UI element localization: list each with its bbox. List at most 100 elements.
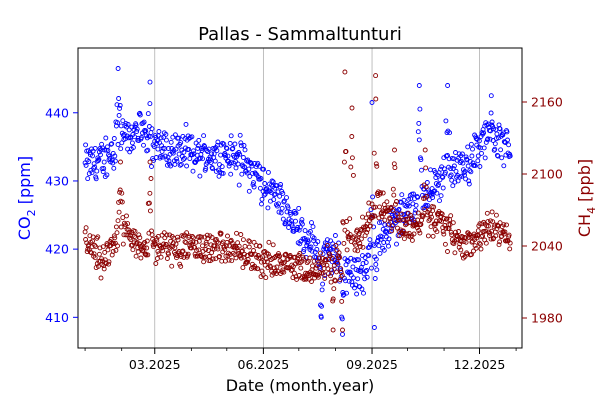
- co2-point: [183, 121, 189, 127]
- co2-point: [134, 129, 140, 134]
- ch4-point: [141, 245, 147, 251]
- ch4-point: [126, 227, 132, 233]
- ch4-point: [144, 238, 150, 244]
- co2-point: [296, 205, 302, 211]
- co2-point: [108, 141, 114, 147]
- co2-point: [195, 143, 201, 149]
- ch4-point: [262, 262, 268, 268]
- co2-point: [143, 128, 149, 134]
- ch4-point: [382, 217, 388, 223]
- ch4-point: [131, 240, 137, 246]
- ch4-point: [483, 228, 489, 234]
- co2-point: [197, 173, 203, 179]
- co2-point: [240, 155, 246, 160]
- co2-point: [363, 268, 369, 274]
- ch4-point: [361, 224, 366, 230]
- co2-point: [373, 256, 379, 262]
- ch4-point: [209, 234, 215, 240]
- ch4-point: [489, 209, 495, 215]
- ch4-point: [238, 255, 244, 261]
- ch4-point: [251, 248, 256, 253]
- co2-point: [320, 251, 326, 257]
- co2-point: [145, 111, 151, 117]
- y-left-tick-label: 430: [45, 173, 69, 188]
- ch4-point: [424, 212, 430, 218]
- co2-point: [284, 195, 289, 201]
- co2-point: [265, 169, 271, 175]
- co2-point: [356, 257, 362, 263]
- ch4-point: [403, 222, 408, 228]
- ch4-point: [175, 237, 181, 243]
- co2-point: [366, 253, 372, 259]
- co2-point: [420, 192, 425, 198]
- co2-point: [399, 192, 405, 198]
- co2-point: [158, 154, 163, 159]
- co2-point: [406, 203, 412, 209]
- co2-point: [369, 265, 374, 271]
- co2-point: [377, 250, 383, 256]
- ch4-point: [253, 252, 259, 258]
- ch4-point: [377, 204, 382, 210]
- ch4-point: [493, 212, 499, 218]
- ch4-point: [116, 209, 122, 215]
- ch4-point: [300, 254, 306, 260]
- ch4-point: [343, 149, 349, 154]
- co2-point: [301, 246, 307, 252]
- co2-point: [396, 206, 402, 212]
- ch4-point: [341, 240, 347, 246]
- co2-point: [355, 276, 361, 282]
- co2-point: [469, 153, 475, 159]
- ch4-point: [82, 229, 88, 235]
- ch4-point: [341, 159, 347, 165]
- ch4-point: [330, 296, 336, 302]
- ch4-point: [216, 254, 222, 260]
- co2-point: [350, 275, 356, 281]
- ch4-point: [112, 235, 118, 241]
- ch4-point: [366, 200, 372, 206]
- co2-point: [378, 236, 384, 242]
- co2-point: [115, 142, 121, 147]
- co2-point: [137, 112, 143, 118]
- co2-point: [219, 164, 225, 170]
- ch4-point: [281, 259, 287, 265]
- ch4-point: [270, 242, 276, 248]
- co2-point: [364, 267, 370, 273]
- ch4-point: [473, 245, 479, 251]
- ch4-point: [474, 235, 480, 241]
- ch4-point: [483, 240, 489, 246]
- ch4-point: [349, 134, 355, 139]
- co2-point: [125, 121, 131, 127]
- ch4-point: [313, 265, 319, 271]
- ch4-point: [323, 257, 329, 263]
- ch4-point: [474, 233, 480, 238]
- co2-point: [446, 156, 452, 162]
- co2-point: [241, 143, 247, 148]
- co2-point: [230, 145, 236, 151]
- co2-point: [450, 166, 456, 172]
- ch4-point: [145, 252, 151, 258]
- ch4-point: [373, 96, 379, 102]
- co2-point: [278, 182, 284, 187]
- ch4-point: [242, 251, 247, 257]
- co2-point: [237, 151, 243, 157]
- co2-point: [85, 176, 91, 182]
- co2-point: [92, 145, 98, 151]
- co2-point: [210, 166, 216, 172]
- ch4-point: [203, 247, 209, 252]
- co2-point: [485, 136, 491, 142]
- ch4-point: [347, 216, 353, 222]
- co2-point: [329, 270, 335, 276]
- ch4-point: [507, 240, 513, 246]
- y-left-tick-label: 420: [45, 242, 69, 257]
- co2-point: [223, 145, 229, 151]
- co2-point: [107, 153, 112, 159]
- ch4-point: [102, 249, 108, 255]
- co2-point: [196, 156, 202, 162]
- co2-point: [228, 133, 234, 139]
- co2-point: [146, 124, 152, 129]
- ch4-point: [237, 253, 243, 258]
- ch4-point: [138, 255, 144, 261]
- ch4-point: [490, 219, 496, 225]
- co2-point: [216, 173, 222, 179]
- co2-point: [468, 169, 474, 175]
